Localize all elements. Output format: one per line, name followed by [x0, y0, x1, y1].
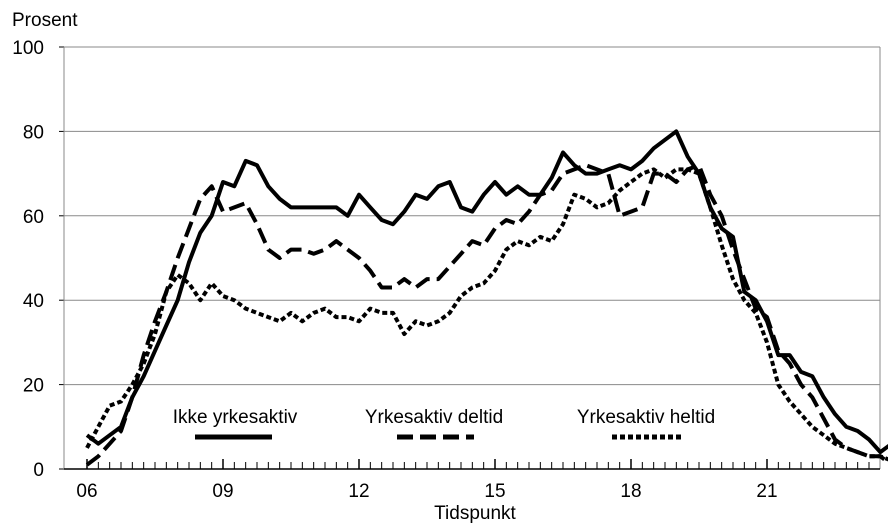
- legend-label-yrkesaktiv-deltid: Yrkesaktiv deltid: [365, 407, 503, 428]
- x-tick-label-12: 12: [348, 481, 369, 502]
- y-tick-label-60: 60: [23, 207, 44, 228]
- x-tick-label-18: 18: [620, 481, 641, 502]
- y-tick-label-80: 80: [23, 122, 44, 143]
- y-tick-label-20: 20: [23, 376, 44, 397]
- legend-label-ikke-yrkesaktiv: Ikke yrkesaktiv: [173, 407, 298, 428]
- x-tick-label-21: 21: [756, 481, 777, 502]
- legend-label-yrkesaktiv-heltid: Yrkesaktiv heltid: [577, 407, 715, 428]
- y-tick-labels: 0 20 40 60 80 100: [12, 38, 44, 481]
- y-tick-label-0: 0: [33, 460, 44, 481]
- series-line-yrkesaktiv-deltid: [85, 163, 888, 467]
- y-tick-label-40: 40: [23, 291, 44, 312]
- x-minor-ticks: [86, 459, 870, 469]
- x-axis-title: Tidspunkt: [434, 503, 516, 523]
- y-tick-label-100: 100: [12, 38, 44, 59]
- x-tick-label-15: 15: [484, 481, 505, 502]
- series-lines: [85, 129, 888, 467]
- series-line-yrkesaktiv-heltid: [85, 167, 888, 462]
- x-tick-label-09: 09: [212, 481, 233, 502]
- y-axis-title: Prosent: [12, 10, 78, 31]
- legend: Ikke yrkesaktiv Yrkesaktiv deltid Yrkesakt…: [173, 407, 715, 440]
- x-tick-labels: 06091215182124: [76, 481, 777, 502]
- x-tick-label-06: 06: [76, 481, 97, 502]
